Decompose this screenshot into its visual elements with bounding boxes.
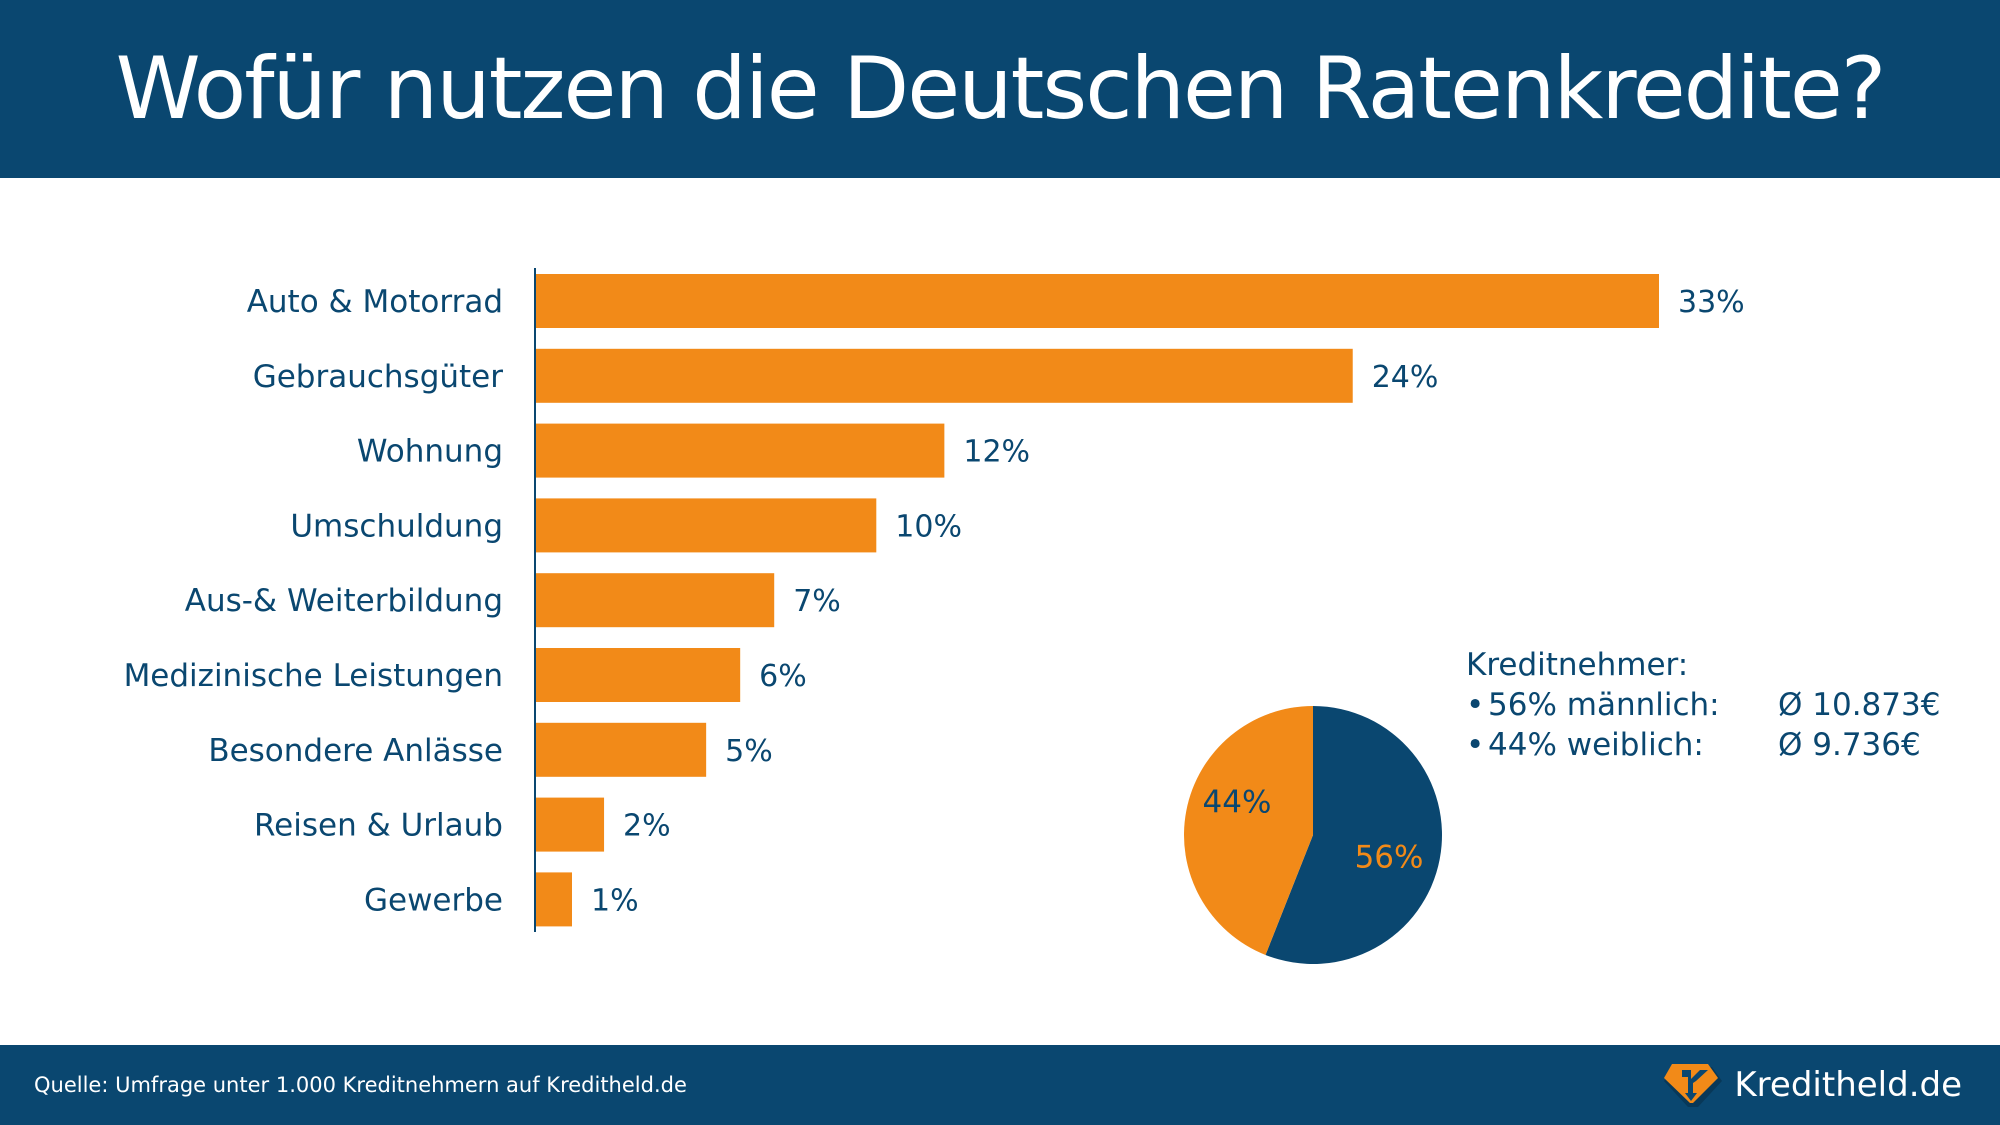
bar [536,498,877,553]
value-label: 33% [1678,285,1745,320]
legend-value: Ø 10.873€ [1778,687,1941,723]
bar [536,797,605,852]
legend-title: Kreditnehmer: [1466,647,1689,683]
page-title: Wofür nutzen die Deutschen Ratenkredite? [115,39,1887,139]
value-label: 2% [623,809,671,844]
bar-series: Auto & Motorrad 33% Gebrauchsgüter 24% Wohnu… [124,274,1745,927]
value-label: 10% [895,509,962,544]
value-label: 7% [793,584,841,619]
value-label: 12% [963,435,1030,470]
value-label: 24% [1372,360,1439,395]
category-label: Besondere Anlässe [208,733,503,769]
category-label: Gebrauchsgüter [253,359,504,395]
footer-bar: Quelle: Umfrage unter 1.000 Kreditnehmer… [0,1045,2000,1125]
borrower-legend: Kreditnehmer: • 56% männlich: Ø 10.873€ … [1466,645,1940,765]
bar [536,722,707,777]
bar [536,648,741,702]
bar [536,274,1659,328]
bullet-icon: • [1466,727,1485,763]
legend-value: Ø 9.736€ [1778,727,1921,763]
legend-label: 56% männlich: [1488,687,1720,723]
brand-name: Kreditheld.de [1734,1065,1962,1105]
legend-row-male: • 56% männlich: Ø 10.873€ [1466,685,1940,725]
bullet-icon: • [1466,687,1485,723]
pie-chart: 56% 44% [1184,706,1442,964]
header-banner: Wofür nutzen die Deutschen Ratenkredite? [0,0,2000,178]
bar [536,423,945,478]
category-label: Umschuldung [290,508,503,544]
legend-label: 44% weiblich: [1488,727,1704,763]
source-note: Quelle: Umfrage unter 1.000 Kreditnehmer… [34,1073,687,1097]
bar [536,573,775,628]
legend-row-female: • 44% weiblich: Ø 9.736€ [1466,725,1940,765]
brand-logo[interactable]: Kreditheld.de [1662,1045,1962,1125]
category-label: Gewerbe [364,882,503,918]
category-label: Medizinische Leistungen [124,658,503,694]
value-label: 5% [725,734,773,769]
bar [536,872,572,927]
category-label: Wohnung [357,434,503,470]
bar [536,348,1353,403]
category-label: Reisen & Urlaub [254,808,503,844]
value-label: 6% [759,659,807,694]
kreditheld-shield-icon [1664,1064,1723,1107]
category-label: Auto & Motorrad [247,284,503,320]
pie-slice-männlich [1265,706,1442,964]
pie-slice-weiblich [1184,706,1313,955]
value-label: 1% [591,883,639,918]
category-label: Aus-& Weiterbildung [185,583,503,619]
pie-label: 44% [1203,784,1272,820]
pie-label: 56% [1355,840,1424,876]
